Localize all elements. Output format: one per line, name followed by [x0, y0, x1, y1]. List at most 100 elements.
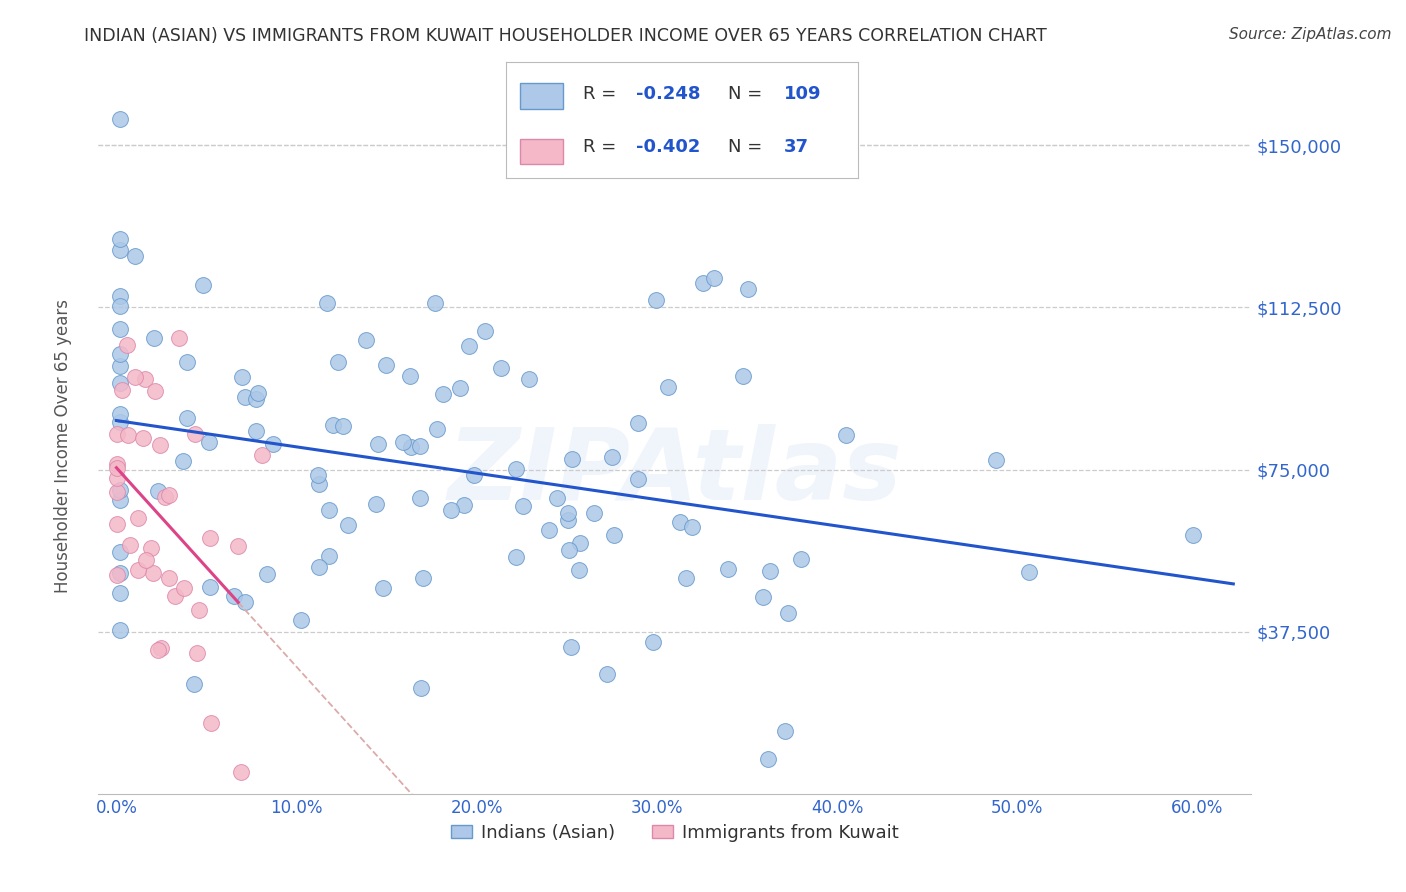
Point [569, 536, 592, 550]
Bar [520, 83, 562, 109]
Point [776, 606, 799, 620]
Point [150, 640, 173, 655]
Point [449, 381, 471, 395]
Point [512, 499, 534, 513]
Point [374, 358, 396, 372]
Point [596, 667, 619, 681]
Point [135, 553, 157, 567]
Point [426, 422, 449, 436]
Point [146, 483, 169, 498]
Point [108, 585, 131, 599]
Point [250, 448, 273, 462]
Point [332, 419, 354, 434]
Point [191, 278, 214, 293]
Text: -0.402: -0.402 [636, 138, 700, 156]
Point [172, 454, 194, 468]
Point [127, 563, 149, 577]
Point [224, 589, 246, 603]
Point [373, 581, 395, 595]
Point [143, 331, 166, 345]
Point [246, 386, 269, 401]
Point [108, 483, 131, 497]
Point [111, 383, 134, 397]
Point [200, 531, 222, 545]
Point [245, 392, 267, 406]
Point [108, 544, 131, 558]
Point [233, 390, 256, 404]
Text: -0.248: -0.248 [636, 85, 700, 103]
Point [391, 435, 413, 450]
Point [245, 424, 267, 438]
Text: 37: 37 [785, 138, 808, 156]
Point [1018, 565, 1040, 579]
Point [176, 411, 198, 425]
Point [558, 542, 581, 557]
Text: N =: N = [728, 138, 768, 156]
Point [157, 571, 180, 585]
Point [105, 484, 128, 499]
Point [105, 517, 128, 532]
Point [737, 282, 759, 296]
Point [173, 581, 195, 595]
Point [229, 765, 252, 780]
Point [645, 293, 668, 308]
Point [159, 487, 181, 501]
Point [163, 589, 186, 603]
Point [315, 295, 337, 310]
Point [439, 502, 461, 516]
Point [835, 427, 858, 442]
Point [188, 603, 211, 617]
Point [108, 232, 131, 246]
Point [108, 376, 131, 391]
Point [432, 386, 454, 401]
Point [108, 359, 131, 374]
Point [560, 640, 582, 654]
Point [108, 288, 131, 302]
Point [186, 646, 208, 660]
Point [756, 752, 779, 766]
Point [226, 539, 249, 553]
Point [124, 248, 146, 262]
Point [290, 613, 312, 627]
Point [200, 716, 222, 731]
Text: R =: R = [583, 138, 623, 156]
Point [600, 450, 623, 464]
Text: Householder Income Over 65 years: Householder Income Over 65 years [55, 299, 72, 593]
Point [489, 361, 512, 376]
Point [115, 338, 138, 352]
Point [561, 452, 583, 467]
Point [108, 243, 131, 257]
Point [127, 511, 149, 525]
Point [322, 417, 344, 432]
Point [198, 435, 221, 450]
Point [752, 590, 775, 604]
Point [139, 541, 162, 556]
Point [105, 471, 128, 485]
Point [412, 571, 434, 585]
Point [143, 384, 166, 399]
Point [773, 724, 796, 739]
Point [627, 416, 650, 430]
Point [1181, 528, 1204, 542]
Text: ZIPAtlas: ZIPAtlas [447, 425, 903, 521]
Point [557, 506, 579, 520]
Point [233, 594, 256, 608]
Point [505, 549, 527, 564]
Point [105, 568, 128, 582]
Point [108, 346, 131, 360]
Point [108, 493, 131, 508]
Point [176, 355, 198, 369]
Point [184, 427, 207, 442]
Point [307, 468, 329, 483]
Point [108, 112, 131, 126]
Point [337, 518, 360, 533]
Point [627, 472, 650, 486]
Point [546, 491, 568, 506]
Point [105, 457, 128, 471]
Point [132, 431, 155, 445]
Point [505, 462, 527, 476]
Point [108, 566, 131, 580]
Point [108, 322, 131, 336]
Point [149, 438, 172, 452]
Point [409, 491, 432, 505]
